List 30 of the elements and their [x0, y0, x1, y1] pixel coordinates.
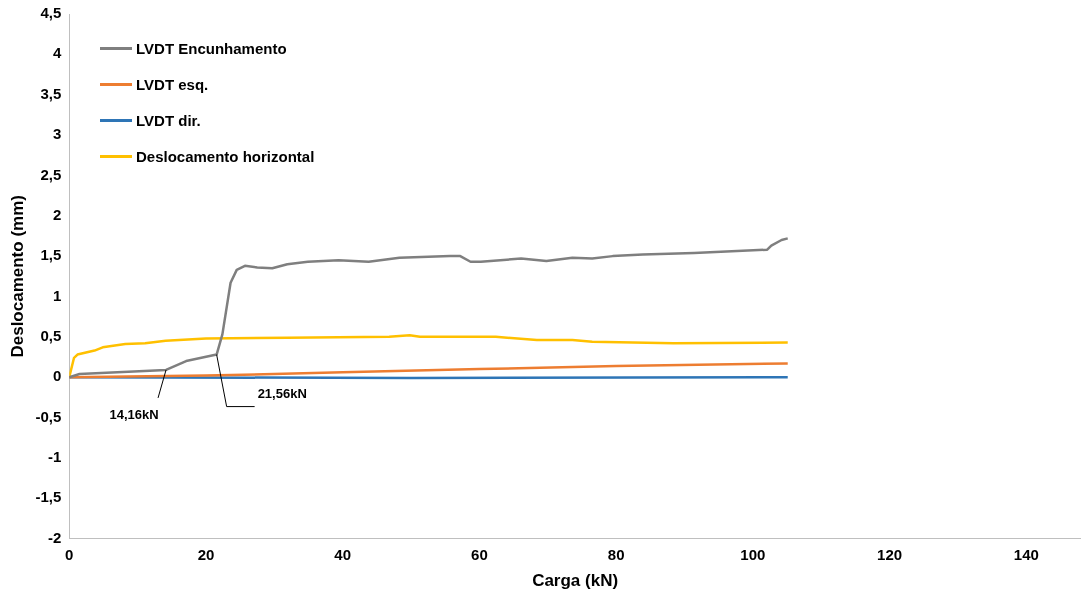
y-tick-label: 3	[52, 125, 62, 143]
y-tick-label: -2	[47, 528, 62, 546]
y-tick-label: -1,5	[35, 488, 62, 506]
y-tick-label: 2,5	[40, 165, 62, 183]
y-tick-label: 4	[52, 44, 62, 62]
x-tick-label: 100	[740, 545, 766, 563]
y-tick-label: -1	[47, 448, 62, 466]
x-axis-title: Carga (kN)	[532, 571, 619, 591]
annotation: 21,56kN	[257, 386, 307, 402]
y-tick-label: 4,5	[40, 4, 62, 22]
x-tick-label: 20	[197, 545, 215, 563]
y-tick-label: 2	[52, 205, 62, 223]
x-tick-label: 140	[1013, 545, 1039, 563]
y-tick-label: 1,5	[40, 246, 62, 264]
x-tick-label: 80	[607, 545, 625, 563]
legend-label: LVDT dir.	[136, 111, 201, 129]
legend-label: Deslocamento horizontal	[136, 147, 315, 165]
x-tick-label: 120	[877, 545, 903, 563]
y-tick-label: 0,5	[40, 326, 62, 344]
y-tick-label: -0,5	[35, 407, 62, 425]
y-tick-label: 0	[52, 367, 62, 385]
legend-label: LVDT Encunhamento	[136, 39, 287, 57]
x-tick-label: 0	[65, 545, 74, 563]
y-tick-label: 3,5	[40, 84, 62, 102]
y-axis-title: Deslocamento (mm)	[7, 195, 27, 358]
y-tick-label: 1	[52, 286, 62, 304]
x-tick-label: 40	[334, 545, 352, 563]
annotation: 14,16kN	[109, 407, 159, 423]
legend-label: LVDT esq.	[136, 75, 209, 93]
x-tick-label: 60	[471, 545, 488, 563]
